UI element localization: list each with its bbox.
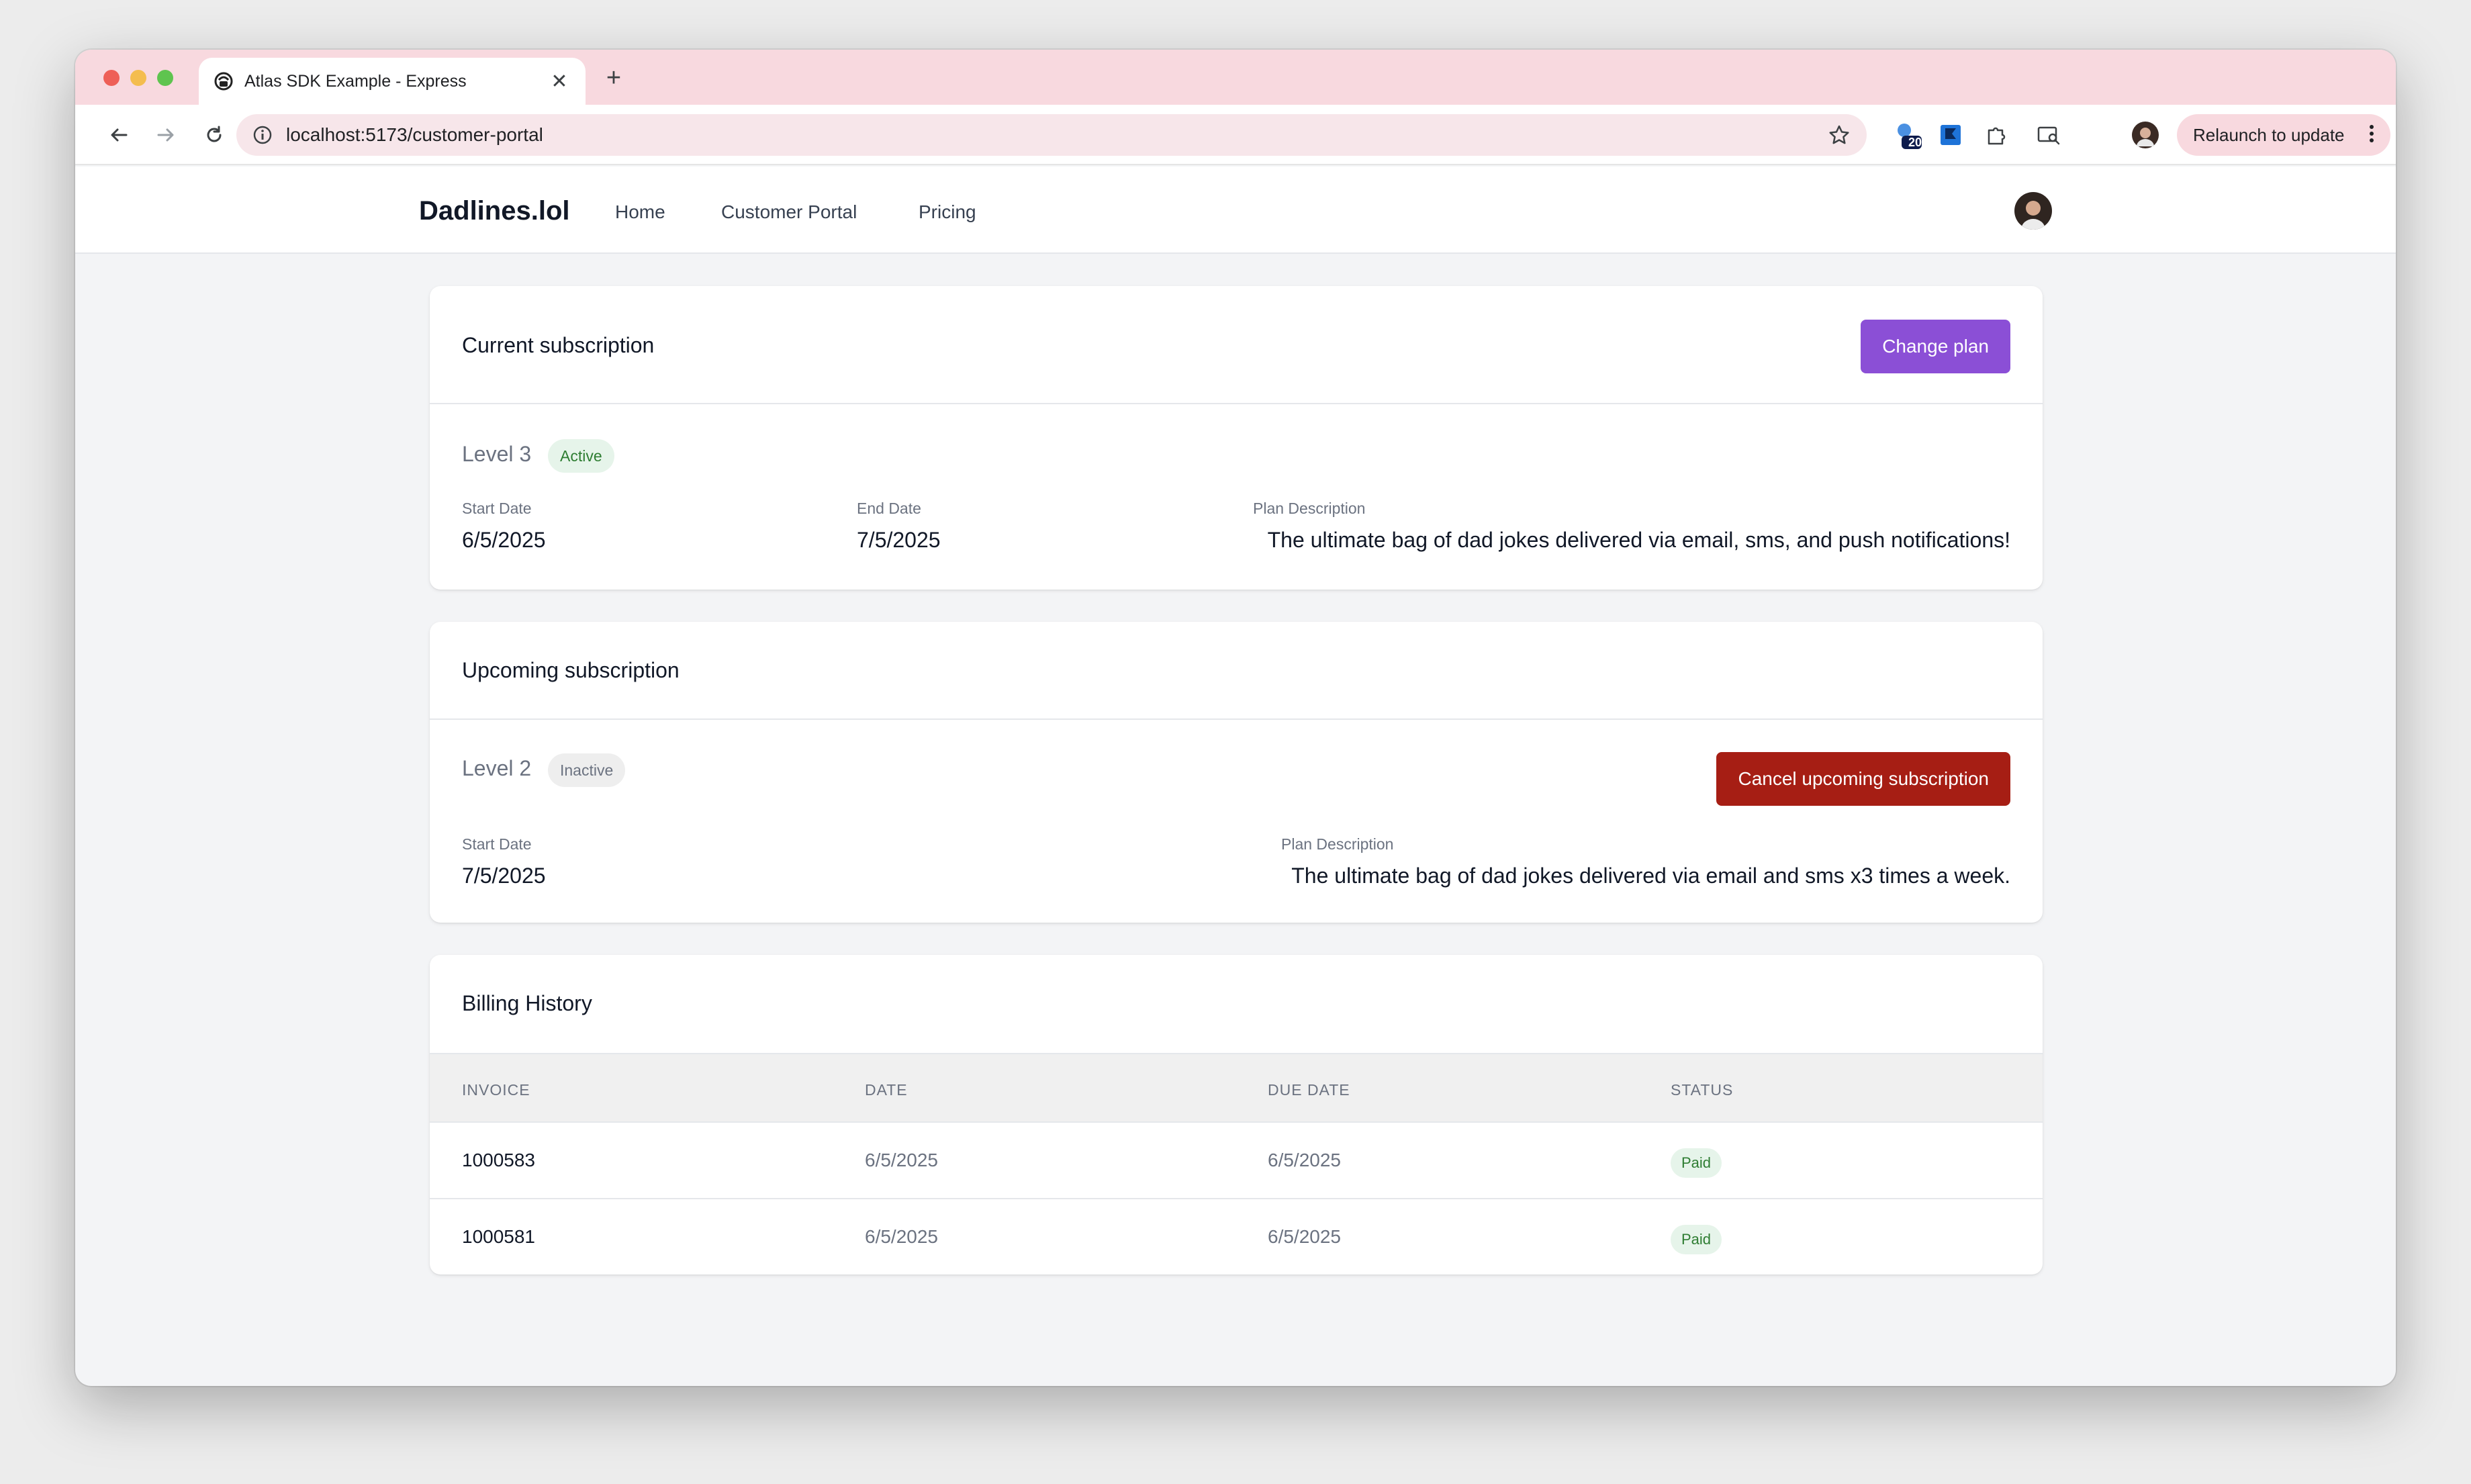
- status-badge: Inactive: [548, 753, 626, 787]
- upcoming-subscription-card: Upcoming subscription Level 2 Inactive C…: [430, 622, 2043, 923]
- due-date-cell: 6/5/2025: [1268, 1150, 1341, 1170]
- nav-home[interactable]: Home: [615, 201, 665, 222]
- start-date-value: 6/5/2025: [462, 528, 546, 552]
- browser-toolbar: localhost:5173/customer-portal 20 Relaun…: [75, 105, 2396, 165]
- plan-description-value: The ultimate bag of dad jokes delivered …: [1267, 528, 2010, 552]
- tab-title: Atlas SDK Example - Express: [244, 71, 467, 91]
- status-badge: Active: [548, 439, 614, 473]
- invoice-cell: 1000583: [462, 1150, 536, 1170]
- browser-tab[interactable]: Atlas SDK Example - Express ✕: [199, 58, 586, 105]
- puzzle-icon[interactable]: [1981, 120, 2012, 150]
- upcoming-subscription-title: Upcoming subscription: [462, 658, 680, 682]
- url-text[interactable]: localhost:5173/customer-portal: [286, 124, 543, 145]
- table-row[interactable]: 1000583 6/5/2025 6/5/2025 Paid: [430, 1123, 2043, 1199]
- relaunch-label: Relaunch to update: [2193, 124, 2345, 145]
- date-cell: 6/5/2025: [865, 1226, 938, 1247]
- table-row[interactable]: 1000581 6/5/2025 6/5/2025 Paid: [430, 1199, 2043, 1274]
- relaunch-button[interactable]: Relaunch to update: [2177, 114, 2390, 156]
- extension-badge: 20: [1908, 136, 1922, 149]
- start-date-value: 7/5/2025: [462, 864, 546, 888]
- nav-pricing[interactable]: Pricing: [919, 201, 976, 222]
- due-date-cell: 6/5/2025: [1268, 1226, 1341, 1247]
- card-header: Upcoming subscription: [430, 622, 2043, 720]
- end-date-label: End Date: [857, 500, 921, 517]
- brand-logo[interactable]: Dadlines.lol: [419, 196, 570, 226]
- plan-description-label: Plan Description: [1281, 835, 1394, 853]
- card-header: Current subscription Change plan: [430, 286, 2043, 404]
- reload-icon[interactable]: [199, 120, 230, 150]
- browser-window: Atlas SDK Example - Express ✕ + localhos…: [75, 50, 2396, 1386]
- date-cell: 6/5/2025: [865, 1150, 938, 1170]
- new-tab-button[interactable]: +: [606, 64, 622, 92]
- search-tab-icon[interactable]: [2033, 120, 2064, 150]
- avatar[interactable]: [2014, 192, 2052, 230]
- status-badge: Paid: [1671, 1225, 1722, 1254]
- back-arrow-icon[interactable]: [103, 120, 134, 150]
- cancel-upcoming-subscription-button[interactable]: Cancel upcoming subscription: [1716, 752, 2010, 806]
- billing-history-title: Billing History: [462, 991, 592, 1015]
- forward-arrow-icon[interactable]: [150, 120, 181, 150]
- flag-extension-icon[interactable]: [1935, 120, 1966, 150]
- change-plan-button[interactable]: Change plan: [1861, 320, 2010, 373]
- start-date-label: Start Date: [462, 500, 532, 517]
- extension-icon[interactable]: 20: [1892, 120, 1923, 150]
- minimize-window-button[interactable]: [130, 70, 146, 86]
- end-date-value: 7/5/2025: [857, 528, 941, 552]
- nav-customer-portal[interactable]: Customer Portal: [721, 201, 857, 222]
- invoice-cell: 1000581: [462, 1226, 536, 1247]
- close-window-button[interactable]: [103, 70, 120, 86]
- current-subscription-title: Current subscription: [462, 333, 655, 357]
- column-status: STATUS: [1671, 1081, 1734, 1099]
- address-bar[interactable]: localhost:5173/customer-portal: [236, 114, 1867, 156]
- start-date-label: Start Date: [462, 835, 532, 853]
- upcoming-level: Level 2: [462, 756, 532, 780]
- tab-close-icon[interactable]: ✕: [551, 70, 568, 93]
- table-header: INVOICE DATE DUE DATE STATUS: [430, 1053, 2043, 1123]
- current-level: Level 3: [462, 442, 532, 466]
- plan-description-label: Plan Description: [1253, 500, 1366, 517]
- app-header: Dadlines.lol Home Customer Portal Pricin…: [75, 167, 2396, 254]
- billing-history-card: Billing History INVOICE DATE DUE DATE ST…: [430, 955, 2043, 1274]
- status-badge: Paid: [1671, 1148, 1722, 1178]
- site-info-icon[interactable]: [252, 125, 273, 145]
- column-date: DATE: [865, 1081, 908, 1099]
- current-subscription-card: Current subscription Change plan Level 3…: [430, 286, 2043, 590]
- more-vert-icon[interactable]: [2369, 124, 2374, 147]
- maximize-window-button[interactable]: [157, 70, 173, 86]
- column-due-date: DUE DATE: [1268, 1081, 1350, 1099]
- bookmark-star-icon[interactable]: [1828, 124, 1851, 146]
- column-invoice: INVOICE: [462, 1081, 530, 1099]
- plan-description-value: The ultimate bag of dad jokes delivered …: [1291, 864, 2010, 888]
- profile-icon[interactable]: [2130, 120, 2161, 150]
- tab-bar: Atlas SDK Example - Express ✕ +: [75, 50, 2396, 105]
- atlas-favicon-icon: [214, 71, 234, 91]
